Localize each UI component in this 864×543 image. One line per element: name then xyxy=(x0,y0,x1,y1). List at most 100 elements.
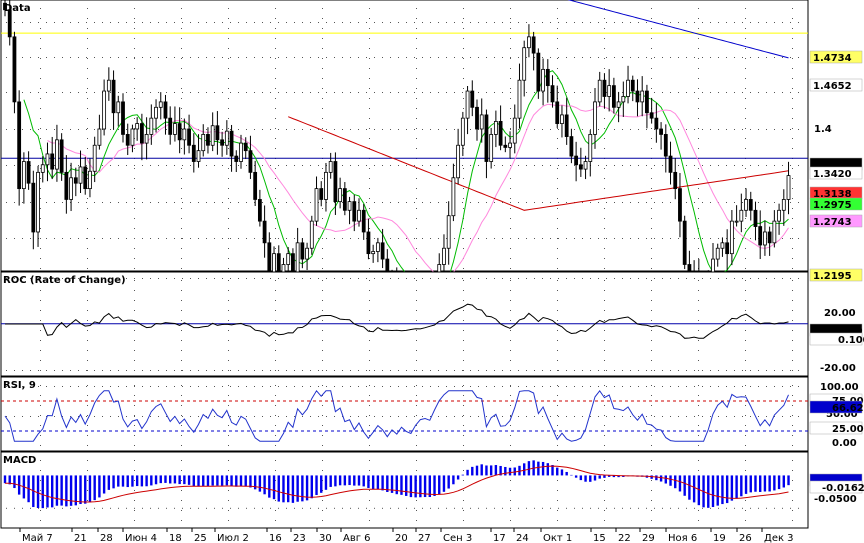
candle xyxy=(191,133,196,173)
grid-dot xyxy=(214,57,215,58)
grid-dot xyxy=(134,470,135,471)
candle xyxy=(512,104,517,154)
grid-dot xyxy=(322,118,323,119)
grid-dot xyxy=(181,58,182,59)
grid-dot xyxy=(369,350,370,351)
ma-blue-line xyxy=(567,0,789,59)
grid-dot xyxy=(322,370,323,371)
grid-dot xyxy=(366,22,367,23)
grid-dot xyxy=(87,228,88,229)
grid-dot xyxy=(798,92,799,93)
grid-dot xyxy=(334,386,335,387)
candle xyxy=(649,97,654,124)
grid-dot xyxy=(510,520,511,521)
grid-dot xyxy=(390,22,391,23)
candle xyxy=(460,111,465,157)
grid-dot xyxy=(702,386,703,387)
grid-dot xyxy=(166,165,167,166)
macd-bar xyxy=(560,469,564,476)
grid-dot xyxy=(550,507,551,509)
grid-dot xyxy=(792,148,793,149)
grid-dot xyxy=(270,165,271,166)
grid-dot xyxy=(698,415,699,416)
grid-dot xyxy=(222,165,223,166)
grid-dot xyxy=(334,202,335,203)
grid-dot xyxy=(510,178,511,179)
grid-dot xyxy=(228,218,229,219)
grid-dot xyxy=(510,507,511,509)
candle xyxy=(654,103,659,143)
grid-dot xyxy=(510,386,511,387)
grid-dot xyxy=(181,28,182,29)
candle-body xyxy=(508,142,512,148)
grid-dot xyxy=(40,8,41,9)
grid-dot xyxy=(782,416,783,417)
macd-bar xyxy=(310,475,313,499)
macd-bar xyxy=(202,475,205,487)
grid-dot xyxy=(275,310,276,311)
grid-dot xyxy=(463,78,464,79)
grid-dot xyxy=(486,416,487,417)
grid-dot xyxy=(134,68,135,69)
grid-dot xyxy=(463,178,464,179)
candle-body xyxy=(531,36,536,54)
candle xyxy=(465,85,470,135)
grid-dot xyxy=(766,22,767,23)
grid-dot xyxy=(566,165,567,166)
candle xyxy=(154,99,158,133)
grid-dot xyxy=(342,278,343,279)
grid-dot xyxy=(70,165,71,166)
grid-dot xyxy=(398,278,399,279)
x-tick-label: 21 xyxy=(74,533,87,543)
grid-dot xyxy=(78,507,79,509)
candle-body xyxy=(125,134,130,146)
macd-bar xyxy=(716,475,719,506)
grid-dot xyxy=(651,385,652,386)
grid-dot xyxy=(670,57,671,58)
grid-dot xyxy=(275,8,276,9)
grid-dot xyxy=(604,520,605,521)
grid-dot xyxy=(604,290,605,291)
grid-dot xyxy=(792,78,793,79)
grid-dot xyxy=(510,8,511,9)
price-label: 1.2743 xyxy=(813,217,852,228)
candle xyxy=(626,65,630,104)
grid-dot xyxy=(430,22,431,23)
grid-dot xyxy=(46,386,47,387)
grid-dot xyxy=(502,386,503,387)
grid-dot xyxy=(416,188,417,189)
grid-dot xyxy=(322,168,323,169)
grid-dot xyxy=(518,507,519,509)
grid-dot xyxy=(582,92,583,93)
candle-body xyxy=(465,90,470,119)
grid-dot xyxy=(463,320,464,321)
grid-dot xyxy=(604,445,605,446)
macd-bar xyxy=(664,475,667,484)
candle-body xyxy=(92,144,97,172)
grid-dot xyxy=(651,445,652,446)
grid-dot xyxy=(30,416,31,417)
grid-dot xyxy=(792,138,793,139)
grid-dot xyxy=(510,165,511,166)
grid-dot xyxy=(78,278,79,279)
grid-dot xyxy=(604,470,605,471)
grid-dot xyxy=(6,416,7,417)
grid-dot xyxy=(246,278,247,279)
macd-bar xyxy=(371,475,375,490)
macd-bar xyxy=(376,475,380,490)
grid-dot xyxy=(174,92,175,93)
grid-dot xyxy=(278,202,279,203)
candle-body xyxy=(442,247,446,265)
candle-body xyxy=(371,251,376,255)
grid-dot xyxy=(102,386,103,387)
grid-dot xyxy=(416,128,417,129)
grid-dot xyxy=(40,218,41,219)
grid-dot xyxy=(463,108,464,109)
grid-dot xyxy=(662,202,663,203)
grid-dot xyxy=(181,198,182,199)
grid-dot xyxy=(558,278,559,279)
grid-dot xyxy=(470,22,471,23)
candle-body xyxy=(607,85,612,97)
grid-dot xyxy=(698,520,699,521)
grid-dot xyxy=(358,22,359,23)
